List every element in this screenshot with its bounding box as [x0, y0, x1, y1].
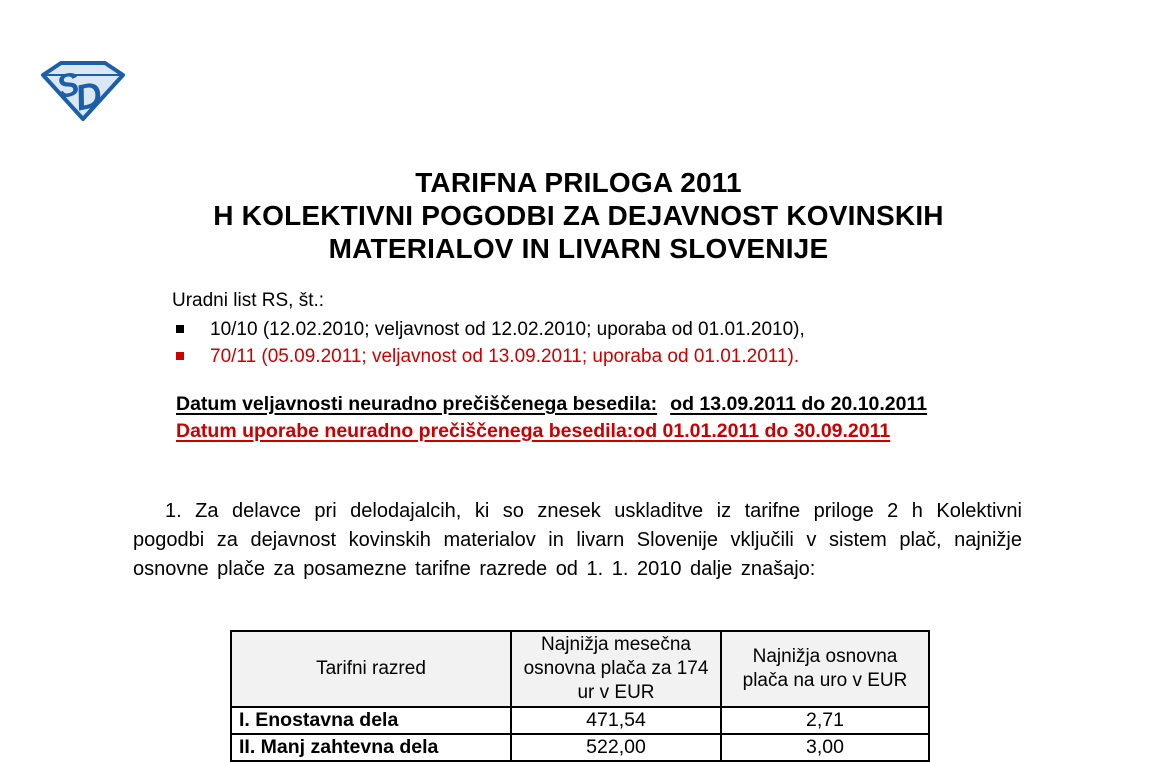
document-page: S D TARIFNA PRILOGA 2011 H KOLEKTIVNI PO…: [0, 60, 1157, 762]
validity-line: Datum veljavnosti neuradno prečiščenega …: [176, 391, 927, 418]
tariff-class-cell: II. Manj zahtevna dela: [230, 733, 512, 762]
monthly-wage-cell: 471,54: [510, 706, 722, 735]
sd-diamond-logo-graphic: S D: [41, 61, 125, 121]
header-monthly-wage: Najnižja mesečna osnovna plača za 174 ur…: [510, 630, 722, 708]
sd-diamond-logo: S D: [40, 60, 126, 122]
title-line-2: H KOLEKTIVNI POGODBI ZA DEJAVNOST KOVINS…: [213, 200, 944, 231]
tariff-table: Tarifni razred Najnižja mesečna osnovna …: [230, 630, 930, 762]
gazette-item-2011: 70/11 (05.09.2011; veljavnost od 13.09.2…: [172, 343, 805, 370]
gazette-item-text: 10/10 (12.02.2010; veljavnost od 12.02.2…: [210, 319, 805, 340]
square-bullet-icon: [176, 325, 184, 333]
table-header-row: Tarifni razred Najnižja mesečna osnovna …: [230, 630, 930, 708]
hourly-wage-cell: 3,00: [720, 733, 930, 762]
hourly-wage-cell: 2,71: [720, 706, 930, 735]
header-tariff-class: Tarifni razred: [230, 630, 512, 708]
table-row: II. Manj zahtevna dela 522,00 3,00: [230, 733, 930, 762]
validity-label: Datum veljavnosti neuradno prečiščenega …: [176, 393, 658, 415]
body-paragraph: 1. Za delavce pri delodajalcih, ki so zn…: [133, 500, 1022, 580]
gazette-item-text: 70/11 (05.09.2011; veljavnost od 13.09.2…: [210, 346, 800, 367]
gazette-item-2010: 10/10 (12.02.2010; veljavnost od 12.02.2…: [172, 316, 805, 343]
usage-value: od 01.01.2011 do 30.09.2011: [633, 419, 891, 442]
header-hourly-wage: Najnižja osnovna plača na uro v EUR: [720, 630, 930, 708]
title-line-3: MATERIALOV IN LIVARN SLOVENIJE: [328, 233, 829, 264]
document-title: TARIFNA PRILOGA 2011 H KOLEKTIVNI POGODB…: [0, 166, 1157, 265]
title-line-1: TARIFNA PRILOGA 2011: [415, 167, 742, 198]
tariff-class-cell: I. Enostavna dela: [230, 706, 512, 735]
validity-dates-section: Datum veljavnosti neuradno prečiščenega …: [176, 391, 927, 444]
square-bullet-icon: [176, 352, 184, 360]
gazette-label: Uradni list RS, št.:: [172, 290, 325, 311]
usage-line: Datum uporabe neuradno prečiščenega bese…: [176, 418, 927, 445]
validity-value: od 13.09.2011 do 20.10.2011: [670, 393, 928, 415]
monthly-wage-cell: 522,00: [510, 733, 722, 762]
usage-label: Datum uporabe neuradno prečiščenega bese…: [176, 419, 634, 442]
table-row: I. Enostavna dela 471,54 2,71: [230, 706, 930, 735]
gazette-section: Uradni list RS, št.: 10/10 (12.02.2010; …: [172, 287, 805, 370]
